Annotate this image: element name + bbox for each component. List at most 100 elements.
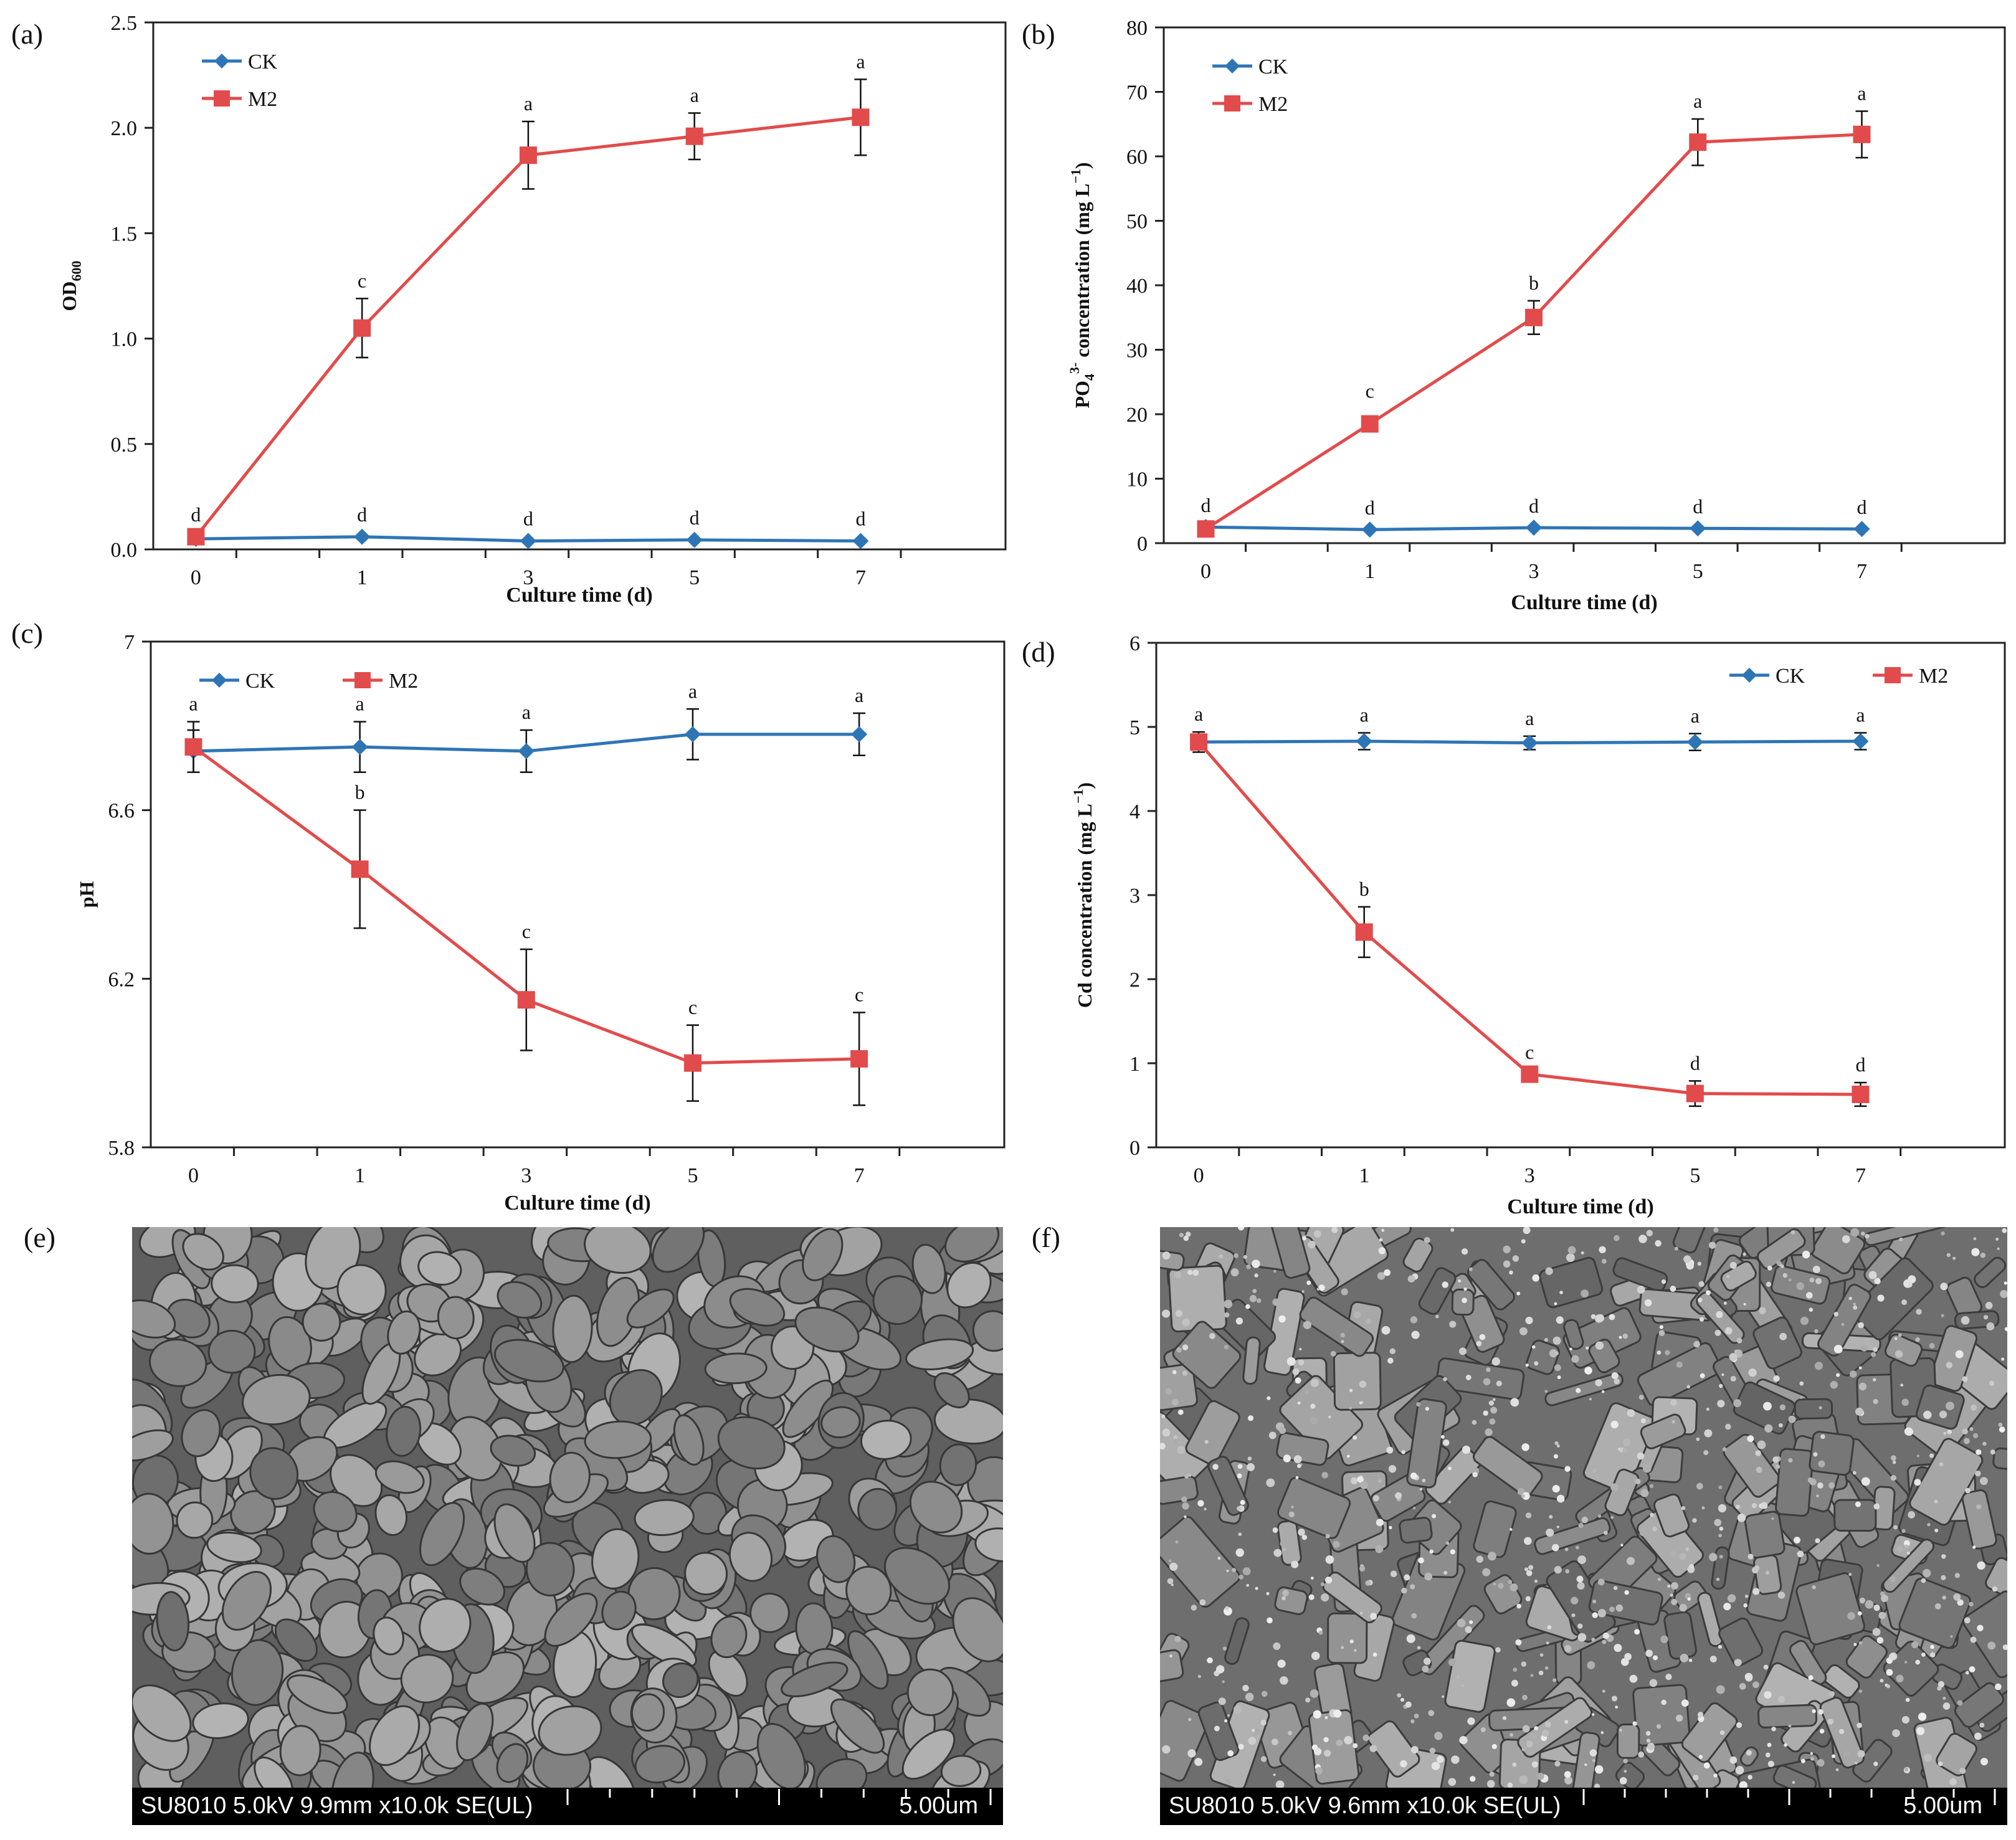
sem-particle bbox=[1183, 1235, 1189, 1241]
sem-particle bbox=[1490, 1406, 1498, 1414]
point-ck bbox=[1356, 733, 1372, 749]
sem-particle bbox=[1502, 1716, 1507, 1720]
sem-particle bbox=[1946, 1401, 1954, 1410]
sem-particle bbox=[1962, 1428, 1968, 1435]
sem-particle bbox=[1169, 1562, 1178, 1571]
sem-particle bbox=[1305, 1697, 1311, 1703]
sem-crystal bbox=[1740, 1746, 1759, 1767]
sem-particle bbox=[1934, 1603, 1941, 1610]
sem-particle bbox=[1800, 1316, 1809, 1325]
sem-particle bbox=[1698, 1755, 1703, 1759]
sem-particle bbox=[1814, 1329, 1819, 1334]
sem-particle bbox=[1809, 1278, 1815, 1283]
sem-particle bbox=[1188, 1718, 1192, 1722]
sem-particle bbox=[1577, 1633, 1587, 1642]
x-axis-label: Culture time (d) bbox=[1511, 591, 1657, 614]
sem-particle bbox=[2002, 1644, 2007, 1651]
sem-particle bbox=[1976, 1449, 1982, 1455]
sem-particle bbox=[1877, 1294, 1885, 1302]
x-tick-label: 3 bbox=[521, 1164, 531, 1187]
sem-particle bbox=[1638, 1235, 1647, 1243]
significance-label: d bbox=[1855, 1053, 1865, 1076]
sem-particle bbox=[1700, 1373, 1705, 1378]
sem-particle bbox=[1242, 1684, 1249, 1692]
sem-particle bbox=[1992, 1586, 1998, 1592]
legend-label-m2: M2 bbox=[389, 670, 418, 693]
sem-particle bbox=[1266, 1478, 1275, 1487]
sem-particle bbox=[1278, 1315, 1286, 1323]
sem-crystal bbox=[1399, 1517, 1433, 1544]
sem-particle bbox=[1906, 1552, 1910, 1555]
sem-particle bbox=[1509, 1270, 1513, 1275]
sem-particle bbox=[1450, 1549, 1455, 1555]
sem-particle bbox=[1759, 1307, 1766, 1314]
sem-particle bbox=[1273, 1548, 1282, 1557]
sem-particle bbox=[1693, 1775, 1699, 1781]
sem-cell bbox=[584, 1420, 652, 1459]
sem-particle bbox=[1980, 1253, 1986, 1258]
sem-particle bbox=[1162, 1745, 1171, 1754]
sem-particle bbox=[1592, 1759, 1595, 1762]
sem-particle bbox=[1901, 1715, 1909, 1724]
sem-particle bbox=[1331, 1227, 1338, 1233]
sem-particle bbox=[1687, 1597, 1691, 1601]
sem-particle bbox=[1940, 1283, 1948, 1291]
y-tick-label: 4 bbox=[1129, 800, 1140, 823]
sem-particle bbox=[1888, 1653, 1896, 1661]
sem-crystal bbox=[1909, 1438, 1984, 1526]
sem-particle bbox=[1325, 1534, 1330, 1539]
sem-particle bbox=[1938, 1681, 1945, 1688]
sem-crystal bbox=[1757, 1228, 1806, 1270]
sem-particle bbox=[1900, 1383, 1904, 1387]
sem-crystal bbox=[1954, 1682, 2005, 1728]
sem-particle bbox=[1581, 1289, 1589, 1298]
sem-particle bbox=[1341, 1288, 1348, 1296]
sem-particle bbox=[1681, 1506, 1686, 1510]
sem-particle bbox=[1908, 1275, 1916, 1284]
sem-particle bbox=[1971, 1248, 1980, 1256]
sem-cell bbox=[387, 1310, 421, 1355]
sem-particle bbox=[1541, 1730, 1549, 1737]
sem-particle bbox=[1808, 1675, 1814, 1681]
sem-crystal bbox=[1526, 1339, 1561, 1375]
sem-particle bbox=[1815, 1538, 1820, 1544]
sem-particle bbox=[1964, 1438, 1970, 1444]
sem-particle bbox=[1273, 1269, 1277, 1273]
sem-particle bbox=[1525, 1512, 1532, 1519]
sem-particle bbox=[1576, 1388, 1581, 1393]
sem-particle bbox=[1812, 1265, 1820, 1274]
sem-particle bbox=[2002, 1228, 2007, 1233]
sem-particle bbox=[1353, 1311, 1361, 1319]
sem-cell bbox=[496, 1743, 529, 1783]
significance-label: d bbox=[855, 508, 865, 530]
sem-particle bbox=[1245, 1304, 1250, 1309]
sem-particle bbox=[1247, 1456, 1252, 1461]
sem-particle bbox=[1817, 1482, 1823, 1489]
sem-particle bbox=[1410, 1316, 1418, 1324]
sem-particle bbox=[1246, 1264, 1251, 1269]
sem-particle bbox=[1291, 1560, 1299, 1568]
sem-cell bbox=[331, 1752, 374, 1788]
sem-particle bbox=[1632, 1721, 1637, 1726]
sem-scale-e: 5.00um bbox=[899, 1793, 978, 1819]
sem-particle bbox=[1597, 1514, 1602, 1518]
sem-particle bbox=[1589, 1749, 1597, 1757]
sem-cell bbox=[944, 1227, 1000, 1263]
sem-particle bbox=[1422, 1478, 1426, 1482]
significance-label: d bbox=[1857, 496, 1867, 518]
sem-crystal bbox=[1207, 1456, 1249, 1516]
panel-label-b: (b) bbox=[1022, 18, 1055, 50]
sem-particle bbox=[1564, 1720, 1569, 1724]
sem-particle bbox=[1424, 1236, 1430, 1244]
point-ck bbox=[1521, 734, 1538, 751]
sem-particle bbox=[1381, 1325, 1391, 1335]
sem-particle bbox=[1964, 1617, 1971, 1624]
sem-particle bbox=[1686, 1262, 1694, 1270]
sem-particle bbox=[1857, 1611, 1862, 1616]
sem-particle bbox=[1510, 1583, 1518, 1591]
sem-particle bbox=[1167, 1578, 1174, 1585]
sem-particle bbox=[1182, 1318, 1191, 1327]
sem-cell bbox=[497, 1281, 543, 1319]
sem-cell bbox=[207, 1329, 256, 1374]
legend-marker-m2 bbox=[354, 672, 371, 688]
